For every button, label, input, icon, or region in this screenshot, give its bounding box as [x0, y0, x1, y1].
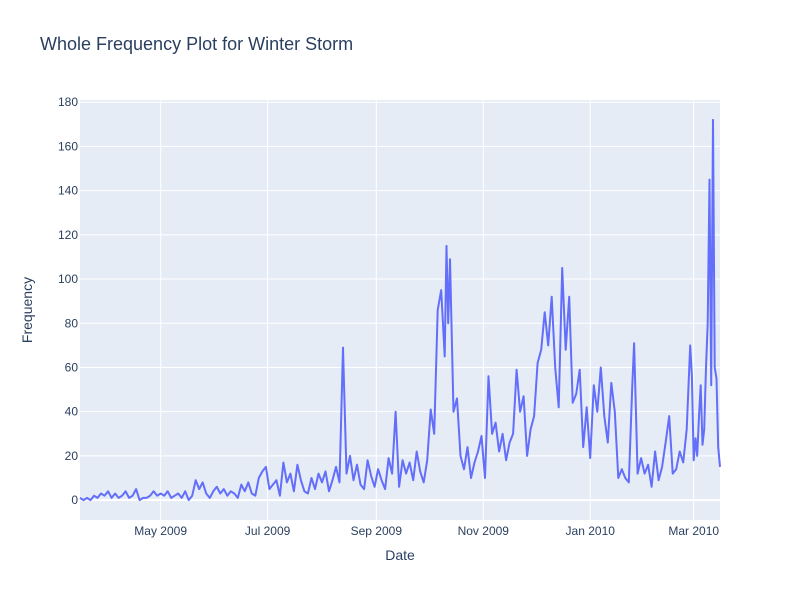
x-tick-label: Mar 2010 — [668, 524, 719, 538]
series-line-0 — [79, 118, 721, 502]
plot-area — [80, 100, 720, 520]
y-tick-label: 80 — [65, 316, 79, 330]
y-tick-label: 100 — [58, 272, 78, 286]
chart-title: Whole Frequency Plot for Winter Storm — [40, 34, 353, 54]
y-tick-label: 0 — [71, 493, 78, 507]
x-tick-label: Sep 2009 — [351, 524, 403, 538]
y-tick-label: 160 — [58, 139, 78, 153]
y-tick-label: 20 — [65, 449, 79, 463]
y-tick-label: 40 — [65, 405, 79, 419]
x-tick-label: Nov 2009 — [458, 524, 510, 538]
y-axis-title: Frequency — [19, 277, 35, 343]
y-tick-label: 140 — [58, 184, 78, 198]
x-tick-label: May 2009 — [134, 524, 187, 538]
x-axis-ticks: May 2009 Jul 2009 Sep 2009 Nov 2009 Jan 2010… — [134, 524, 719, 538]
y-tick-label: 180 — [58, 95, 78, 109]
x-axis-title: Date — [385, 547, 415, 563]
y-tick-label: 120 — [58, 228, 78, 242]
y-tick-label: 60 — [65, 360, 79, 374]
series-layer — [79, 118, 721, 502]
x-tick-label: Jan 2010 — [566, 524, 616, 538]
y-axis-ticks: 0 20 40 60 80 100 120 140 160 180 — [58, 95, 78, 507]
x-tick-label: Jul 2009 — [245, 524, 291, 538]
